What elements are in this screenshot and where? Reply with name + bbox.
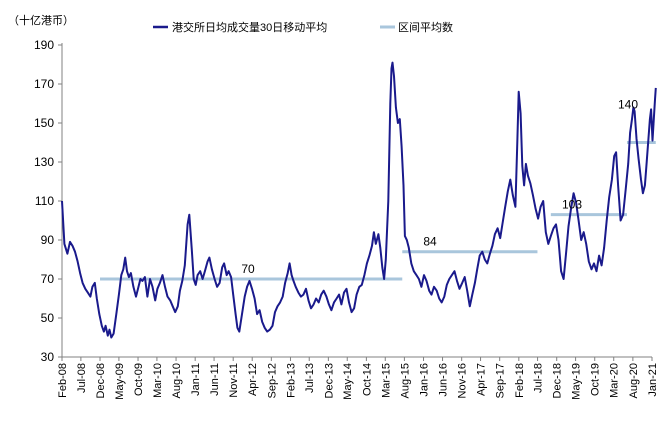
x-tick-label: Aug-15	[399, 363, 411, 398]
x-tick-label: Jun-11	[209, 363, 221, 396]
legend-label-average: 区间平均数	[398, 21, 453, 34]
x-tick-label: Jul-08	[76, 363, 88, 393]
y-tick-label: 150	[34, 116, 54, 130]
x-tick-label: Dec-08	[95, 363, 107, 398]
x-tick-label: Jul-18	[533, 363, 545, 393]
x-tick-label: Oct-09	[133, 363, 145, 396]
x-tick-label: Feb-13	[285, 363, 297, 398]
y-tick-label: 90	[41, 233, 55, 247]
x-tick-label: Aug-20	[628, 363, 640, 398]
y-unit-label: （十亿港币）	[8, 13, 74, 27]
x-tick-label: Apr-12	[247, 363, 259, 396]
x-tick-label: Jan-21	[647, 363, 659, 397]
x-tick-label: Sep-12	[266, 363, 278, 398]
x-tick-label: Jan-16	[419, 363, 431, 397]
x-tick-label: Feb-08	[57, 363, 69, 398]
y-tick-label: 50	[41, 311, 55, 325]
x-tick-label: Jan-11	[190, 363, 202, 396]
legend: 港交所日均成交量30日移动平均 区间平均数	[153, 20, 453, 34]
x-tick-label: Dec-18	[552, 363, 564, 398]
x-tick-label: Apr-17	[476, 363, 488, 396]
y-tick-label: 30	[41, 350, 55, 364]
x-tick-label: Sep-17	[495, 363, 507, 398]
average-value-label: 103	[562, 198, 582, 212]
y-tick-label: 170	[34, 77, 54, 91]
x-tick-label: Mar-15	[380, 363, 392, 398]
x-tick-label: Oct-14	[361, 363, 373, 396]
y-tick-label: 70	[41, 272, 55, 286]
average-value-label: 140	[618, 98, 638, 112]
x-tick-label: May-19	[571, 363, 583, 400]
x-tick-label: Oct-19	[590, 363, 602, 396]
x-tick-label: Mar-20	[609, 363, 621, 398]
x-tick-label: Aug-10	[171, 363, 183, 398]
legend-label-volume: 港交所日均成交量30日移动平均	[172, 20, 327, 34]
average-value-label: 84	[423, 235, 437, 249]
x-tick-label: Nov-16	[457, 363, 469, 398]
x-tick-label: May-09	[114, 363, 126, 400]
x-tick-label: May-14	[342, 363, 354, 400]
x-tick-label: Mar-10	[152, 363, 164, 398]
y-tick-label: 110	[35, 194, 54, 208]
average-value-label: 70	[241, 262, 255, 276]
x-tick-label: Jul-13	[304, 363, 316, 393]
y-tick-label: 130	[34, 155, 54, 169]
x-tick-label: Nov-11	[228, 363, 240, 398]
plot-area: 30 50 70 90 110 130 150 170 190 Feb-08 Jul-08 Dec-0…	[34, 38, 659, 400]
x-tick-label: Jun-16	[438, 363, 450, 397]
x-tick-label: Feb-18	[514, 363, 526, 398]
y-tick-label: 190	[34, 38, 54, 52]
x-tick-label: Dec-13	[323, 363, 335, 398]
volume-series-line	[61, 61, 657, 339]
